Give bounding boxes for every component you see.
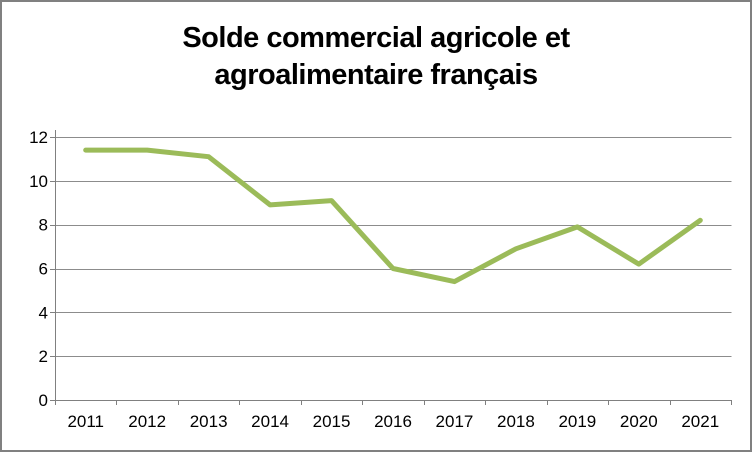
x-axis-label: 2018	[497, 412, 535, 431]
y-axis-label: 0	[39, 391, 48, 410]
x-axis-label: 2021	[681, 412, 719, 431]
y-axis-label: 8	[39, 216, 48, 235]
chart-title-line2: agroalimentaire français	[214, 59, 538, 91]
y-axis-label: 2	[39, 347, 48, 366]
chart-title: Solde commercial agricole et agroaliment…	[2, 20, 750, 94]
x-axis-label: 2013	[190, 412, 228, 431]
x-axis-label: 2011	[67, 412, 104, 431]
y-axis-label: 4	[39, 303, 48, 322]
x-axis-label: 2014	[251, 412, 289, 431]
data-series-line	[83, 147, 703, 285]
x-axis-label: 2015	[313, 412, 351, 431]
y-axis-label: 10	[29, 172, 48, 191]
x-axis-label: 2017	[436, 412, 474, 431]
x-axis-label: 2019	[558, 412, 596, 431]
y-axis-label: 12	[29, 128, 48, 147]
y-axis-label: 6	[39, 260, 48, 279]
chart-title-line1: Solde commercial agricole et	[182, 22, 570, 54]
x-axis-label: 2020	[620, 412, 658, 431]
x-axis-label: 2016	[374, 412, 412, 431]
x-axis-label: 2012	[128, 412, 166, 431]
